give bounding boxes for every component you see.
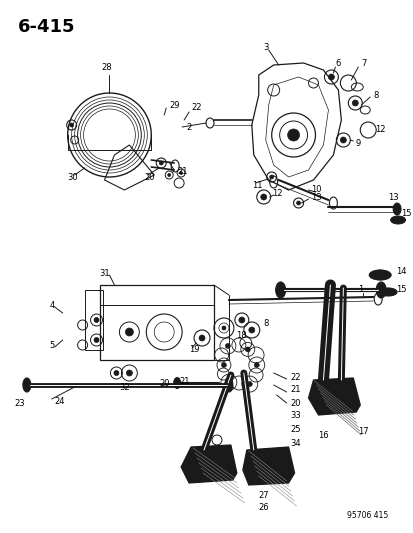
Ellipse shape: [368, 270, 390, 280]
Ellipse shape: [23, 378, 31, 392]
Text: 12: 12: [271, 189, 282, 198]
Text: 21: 21: [179, 376, 189, 385]
Text: 32: 32: [119, 383, 130, 392]
Circle shape: [351, 100, 357, 106]
Text: 15: 15: [395, 286, 406, 295]
Text: 28: 28: [101, 63, 112, 72]
Text: 20: 20: [290, 399, 300, 408]
Text: 22: 22: [290, 373, 300, 382]
Bar: [99, 285, 214, 360]
Text: 33: 33: [290, 410, 301, 419]
Ellipse shape: [378, 288, 396, 296]
Circle shape: [328, 74, 334, 80]
Circle shape: [69, 123, 74, 127]
Text: 21: 21: [177, 167, 187, 176]
Circle shape: [248, 327, 254, 333]
Text: 27: 27: [258, 490, 269, 499]
Ellipse shape: [275, 282, 285, 298]
Text: 34: 34: [290, 439, 301, 448]
Text: 20: 20: [159, 378, 169, 387]
Circle shape: [254, 362, 259, 367]
Circle shape: [114, 370, 119, 376]
Circle shape: [296, 201, 300, 205]
Text: 12: 12: [374, 125, 385, 134]
Circle shape: [225, 343, 230, 349]
Circle shape: [94, 337, 99, 343]
Text: 11: 11: [251, 181, 262, 190]
Text: 23: 23: [14, 399, 24, 408]
Text: 15: 15: [400, 208, 411, 217]
Ellipse shape: [392, 203, 400, 215]
Text: 1: 1: [357, 286, 363, 295]
Circle shape: [287, 129, 299, 141]
Text: 6: 6: [335, 59, 340, 68]
Text: 6-415: 6-415: [18, 18, 75, 36]
Circle shape: [374, 270, 384, 280]
Ellipse shape: [224, 378, 233, 392]
Circle shape: [126, 370, 132, 376]
Circle shape: [260, 194, 266, 200]
Text: 4: 4: [50, 301, 55, 310]
Text: 95706 415: 95706 415: [346, 511, 387, 520]
Text: 26: 26: [258, 504, 269, 513]
Text: 5: 5: [50, 341, 55, 350]
Text: 7: 7: [361, 59, 366, 68]
Text: 8: 8: [263, 319, 268, 327]
Circle shape: [226, 380, 231, 385]
Text: 2: 2: [186, 123, 191, 132]
Text: 19: 19: [189, 345, 199, 354]
Circle shape: [339, 137, 346, 143]
Text: 10: 10: [311, 185, 321, 195]
Text: 16: 16: [318, 431, 328, 440]
Text: 21: 21: [290, 385, 300, 394]
Circle shape: [199, 335, 204, 341]
Circle shape: [179, 172, 182, 174]
Polygon shape: [181, 445, 236, 483]
Ellipse shape: [390, 216, 405, 224]
Ellipse shape: [173, 377, 180, 389]
Circle shape: [245, 347, 250, 352]
Ellipse shape: [375, 282, 385, 298]
Text: 22: 22: [191, 103, 201, 112]
Circle shape: [247, 382, 252, 386]
Circle shape: [238, 317, 244, 323]
Text: 13: 13: [311, 192, 321, 201]
Bar: [84, 290, 102, 350]
Text: 30: 30: [67, 174, 78, 182]
Circle shape: [221, 362, 226, 367]
Text: 8: 8: [372, 91, 377, 100]
Polygon shape: [242, 447, 294, 485]
Text: 29: 29: [169, 101, 179, 109]
Circle shape: [125, 328, 133, 336]
Text: 24: 24: [55, 397, 65, 406]
Circle shape: [221, 326, 225, 330]
Text: 13: 13: [387, 192, 398, 201]
Circle shape: [159, 161, 163, 165]
Circle shape: [167, 174, 170, 176]
Circle shape: [94, 318, 99, 322]
Text: 25: 25: [290, 425, 300, 434]
Text: 14: 14: [395, 268, 406, 277]
Polygon shape: [308, 378, 359, 415]
Text: 20: 20: [144, 174, 154, 182]
Text: 18: 18: [235, 332, 246, 341]
Circle shape: [269, 175, 273, 179]
Text: 17: 17: [357, 427, 368, 437]
Text: 3: 3: [263, 43, 268, 52]
Text: 31: 31: [99, 269, 110, 278]
Text: 9: 9: [354, 139, 360, 148]
